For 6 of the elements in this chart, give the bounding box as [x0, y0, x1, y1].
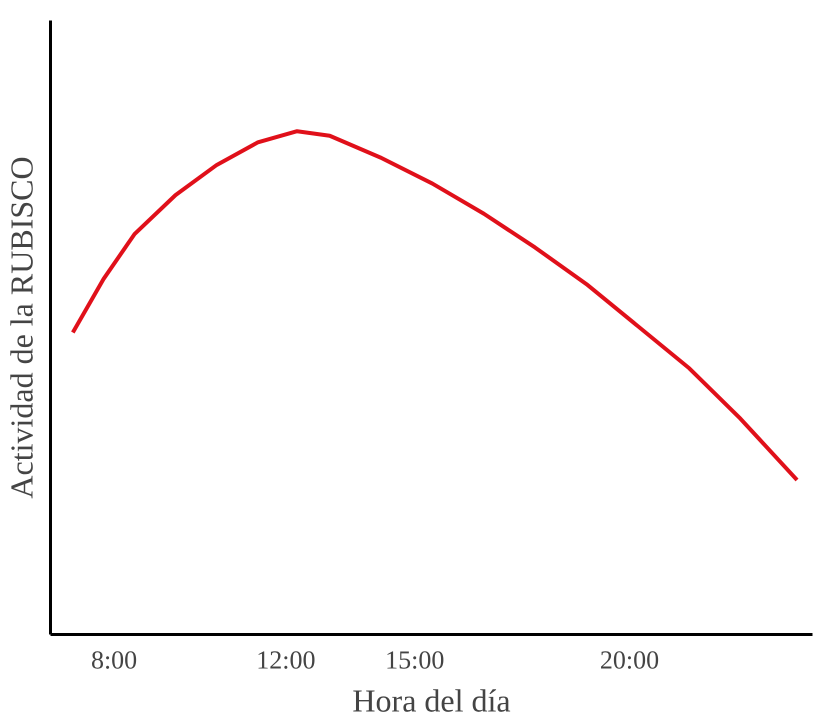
x-tick-label: 12:00 — [256, 646, 316, 674]
x-tick-label: 8:00 — [90, 646, 138, 674]
x-tick-label: 20:00 — [600, 646, 660, 674]
x-tick-label: 15:00 — [385, 646, 444, 674]
y-axis-title: Actividad de la RUBISCO — [4, 156, 40, 499]
x-axis-title: Hora del día — [352, 682, 511, 718]
